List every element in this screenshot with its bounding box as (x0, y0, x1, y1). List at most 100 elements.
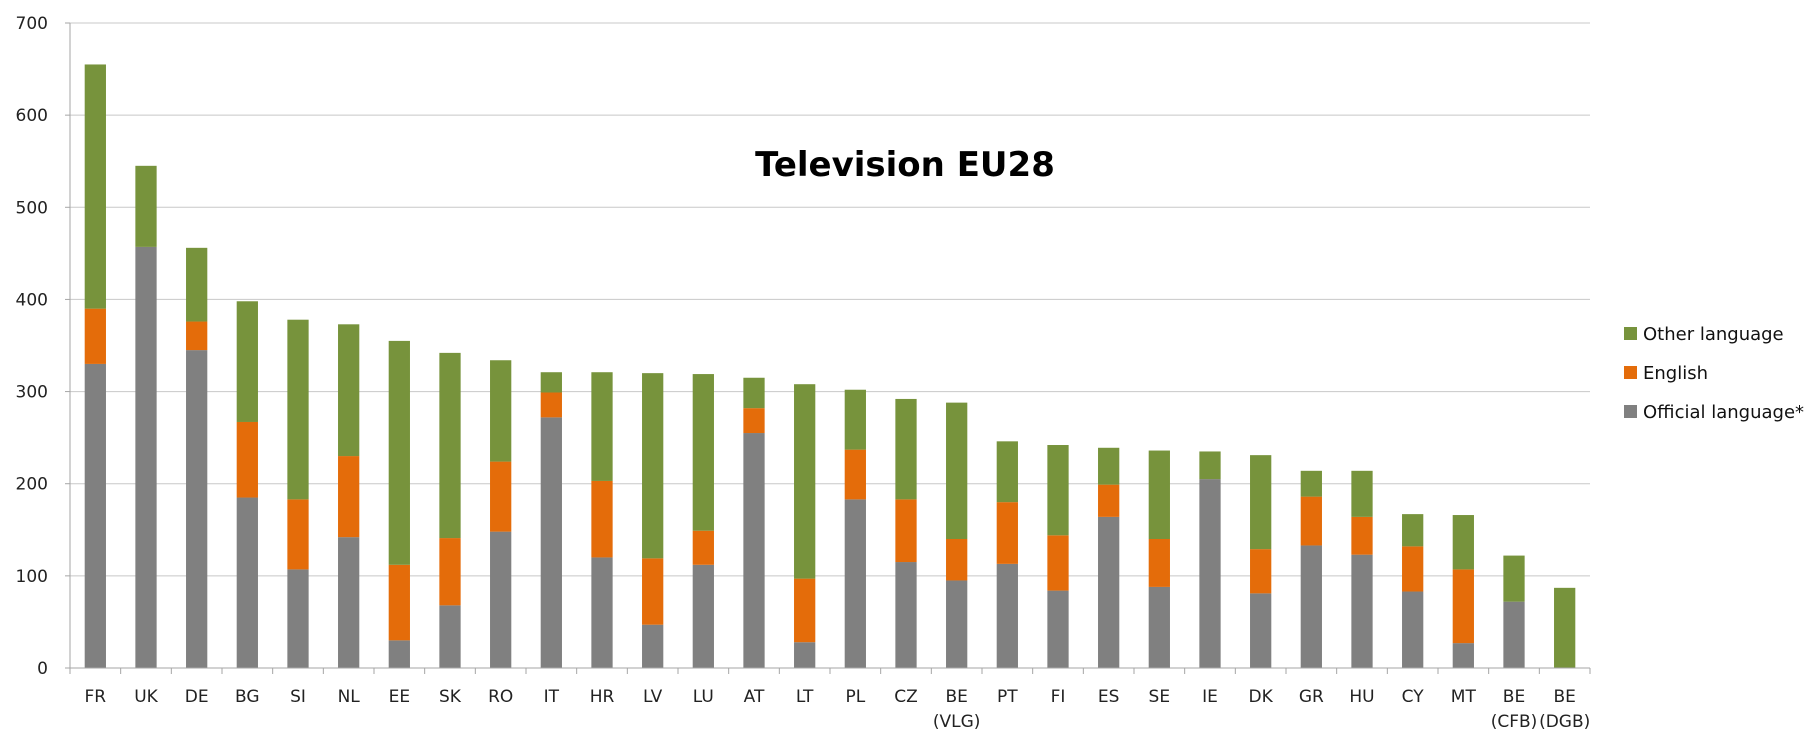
bar-segment (642, 558, 664, 625)
legend-swatch (1624, 327, 1637, 340)
x-tick-label: LU (693, 687, 714, 707)
bar-segment (1098, 516, 1120, 668)
x-tick-label: IE (1202, 687, 1218, 707)
x-tick-label: MT (1451, 687, 1477, 707)
x-tick-label: (VLG) (933, 712, 981, 732)
bar-segment (388, 640, 410, 668)
x-tick-label: FR (85, 687, 107, 707)
bar-segment (540, 372, 562, 393)
bar-segment (338, 324, 360, 457)
bar-segment (1300, 545, 1322, 668)
bar-segment (1452, 515, 1474, 570)
bar-segment (84, 363, 106, 668)
bar-segment (1250, 455, 1272, 550)
bar-segment (236, 301, 258, 422)
legend-swatch (1624, 366, 1637, 379)
bar-segment (895, 562, 917, 668)
bar-segment (1300, 496, 1322, 546)
bar-segment (490, 360, 512, 462)
bar-segment (1250, 549, 1272, 594)
bar-segment (135, 165, 157, 247)
bar-segment (236, 421, 258, 498)
bar-segment (946, 580, 968, 668)
bar-segment (1402, 514, 1424, 547)
y-tick-label: 100 (16, 567, 48, 587)
x-tick-label: ES (1098, 687, 1120, 707)
x-tick-label: PT (997, 687, 1018, 707)
x-tick-label: BE (1553, 687, 1575, 707)
legend-label: English (1643, 363, 1708, 384)
bar-segment (1148, 586, 1170, 668)
bar-segment (743, 433, 765, 668)
x-tick-label: DK (1249, 687, 1274, 707)
bar-segment (1351, 516, 1373, 555)
bar-segment (186, 247, 208, 322)
bar-segment (439, 538, 461, 606)
x-tick-label: NL (338, 687, 361, 707)
bar-segment (540, 417, 562, 668)
bar-segment (1351, 554, 1373, 668)
chart-title: Television EU28 (755, 145, 1055, 185)
bar-segment (743, 408, 765, 434)
bar-segment (1047, 445, 1069, 536)
y-tick-label: 0 (37, 659, 48, 679)
x-tick-label: EE (389, 687, 410, 707)
axes: 0 100 200 300 400 500 600 700 FR UK DE BG SI NL EE SK RO… (16, 14, 1591, 732)
bar-segment (540, 392, 562, 418)
bar-segment (946, 539, 968, 581)
bar-segment (1199, 479, 1221, 668)
x-tick-label: PL (845, 687, 865, 707)
bar-segment (186, 350, 208, 668)
bar-segment (287, 569, 309, 668)
bars (84, 64, 1576, 668)
bar-segment (1402, 546, 1424, 592)
bar-segment (439, 605, 461, 668)
bar-segment (591, 480, 613, 558)
x-tick-label: LT (796, 687, 814, 707)
bar-segment (1098, 447, 1120, 485)
y-tick-label: 200 (16, 475, 48, 495)
bar-segment (1047, 590, 1069, 668)
bar-segment (1300, 470, 1322, 497)
bar-segment (996, 563, 1018, 668)
y-tick-label: 700 (16, 14, 48, 34)
bar-segment (287, 499, 309, 570)
x-tick-label: SE (1149, 687, 1171, 707)
bar-segment (1098, 484, 1120, 517)
gridlines (70, 22, 1590, 577)
x-tick-label: SK (439, 687, 462, 707)
bar-segment (1047, 535, 1069, 591)
bar-segment (84, 308, 106, 364)
bar-segment (591, 372, 613, 481)
x-tick-label: BE (1503, 687, 1525, 707)
bar-segment (1452, 643, 1474, 668)
x-tick-label: BG (235, 687, 260, 707)
legend-swatch (1624, 405, 1637, 418)
bar-segment (1402, 591, 1424, 668)
bar-segment (996, 502, 1018, 564)
bar-segment (236, 497, 258, 668)
bar-segment (490, 461, 512, 532)
bar-segment (1554, 587, 1576, 668)
y-tick-label: 300 (16, 383, 48, 403)
bar-segment (84, 64, 106, 309)
bar-segment (388, 340, 410, 565)
bar-segment (490, 531, 512, 668)
x-tick-label: RO (488, 687, 513, 707)
y-tick-label: 600 (16, 106, 48, 126)
x-tick-label: FI (1051, 687, 1066, 707)
y-tick-label: 500 (16, 198, 48, 218)
x-tick-label: HU (1349, 687, 1374, 707)
bar-segment (794, 578, 816, 643)
bar-segment (642, 624, 664, 668)
x-tick-label: GR (1299, 687, 1324, 707)
bar-segment (135, 246, 157, 668)
bar-segment (743, 377, 765, 409)
bar-segment (692, 530, 714, 565)
x-tick-label: HR (590, 687, 615, 707)
bar-segment (1503, 555, 1525, 602)
bar-segment (844, 499, 866, 668)
bar-segment (1250, 593, 1272, 668)
